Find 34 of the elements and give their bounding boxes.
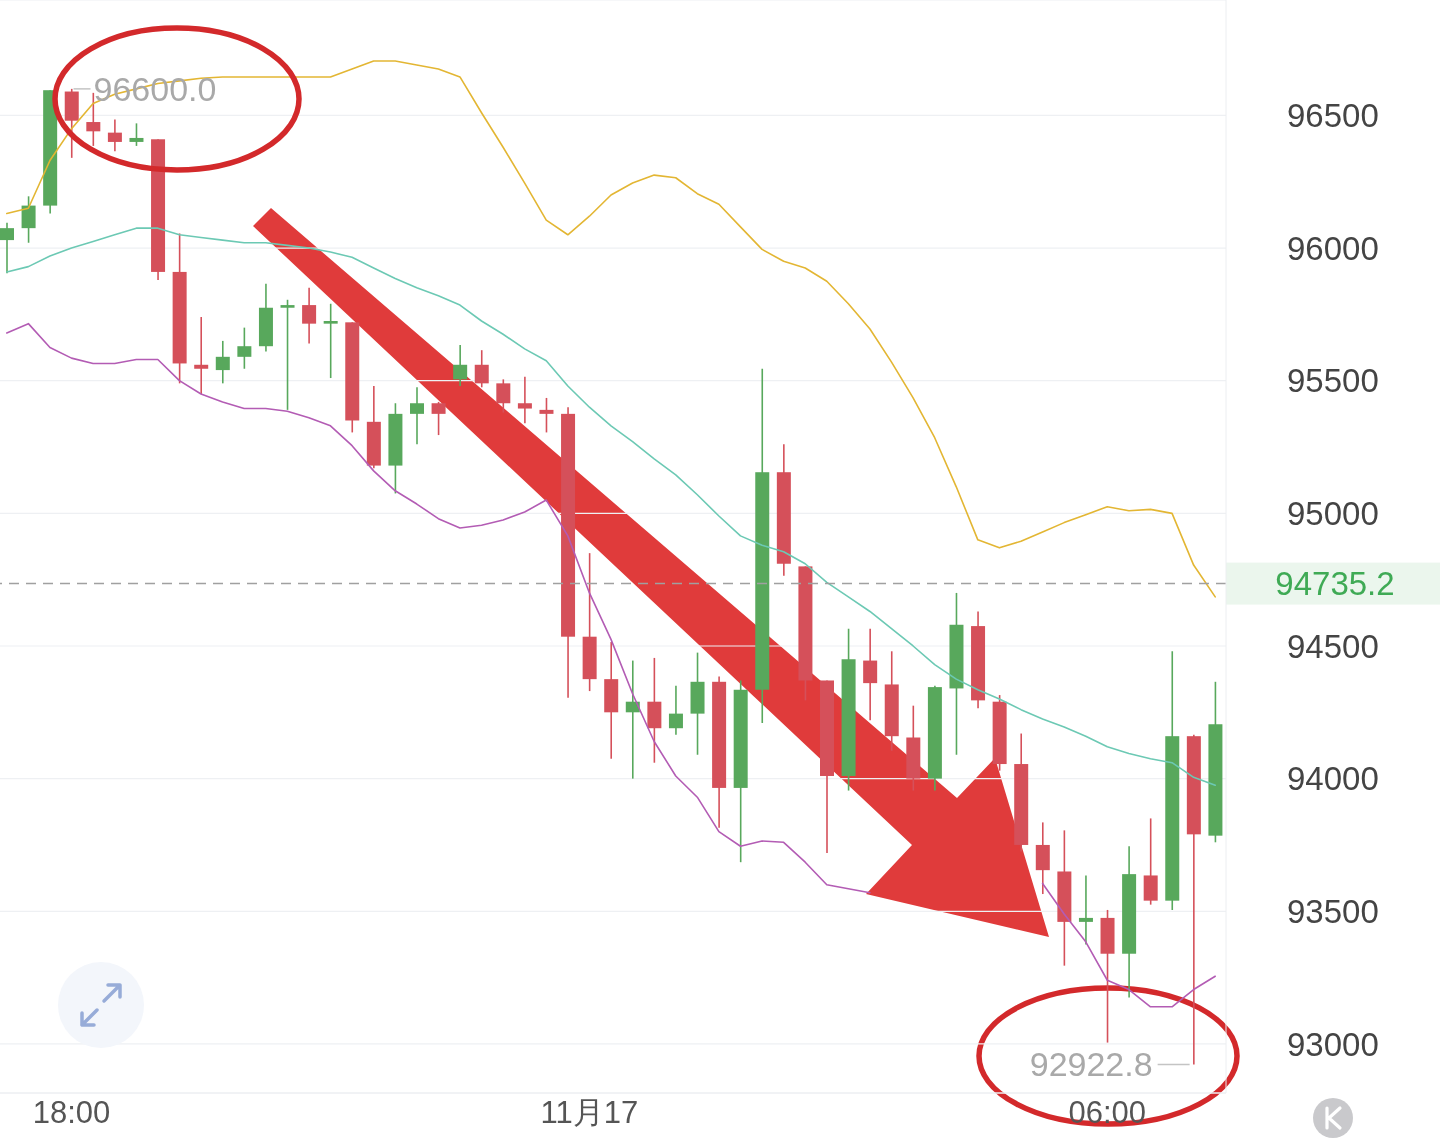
x-tick-label: 18:00 — [32, 1095, 111, 1131]
y-tick-label: 93500 — [1287, 892, 1379, 930]
candlestick — [21, 195, 36, 244]
y-tick-label: 93000 — [1287, 1025, 1379, 1063]
x-tick-label: 06:00 — [1068, 1095, 1147, 1131]
candlestick — [431, 401, 446, 436]
y-tick-label: 95000 — [1287, 495, 1379, 533]
ref-line-label: 94735.2 — [1275, 565, 1395, 603]
candlestick — [323, 302, 338, 379]
candlestick — [539, 397, 554, 434]
x-tick-label: 11月17 — [540, 1095, 639, 1131]
candlestick — [668, 684, 683, 736]
line-series — [5, 60, 1217, 598]
candlestick — [453, 344, 468, 387]
y-tick-label: 94500 — [1287, 627, 1379, 665]
candlestick — [194, 316, 209, 395]
candlestick — [863, 627, 878, 722]
candlestick — [302, 287, 317, 345]
candlestick — [1078, 874, 1093, 946]
candlestick — [215, 340, 230, 385]
candlestick — [517, 375, 532, 424]
candlestick — [410, 386, 424, 446]
y-tick-label: 94000 — [1287, 760, 1379, 798]
annotation: 92922.8 — [1029, 1045, 1153, 1084]
candlestick — [474, 349, 489, 389]
candlestick — [107, 118, 122, 153]
y-tick-label: 96500 — [1287, 97, 1379, 135]
candlestick — [237, 326, 252, 370]
y-tick-label: 95500 — [1287, 362, 1379, 400]
y-tick-label: 96000 — [1287, 229, 1379, 267]
candlestick — [129, 122, 144, 147]
candlestick — [280, 298, 295, 411]
line-series — [5, 227, 1217, 787]
candlestick — [496, 378, 511, 414]
